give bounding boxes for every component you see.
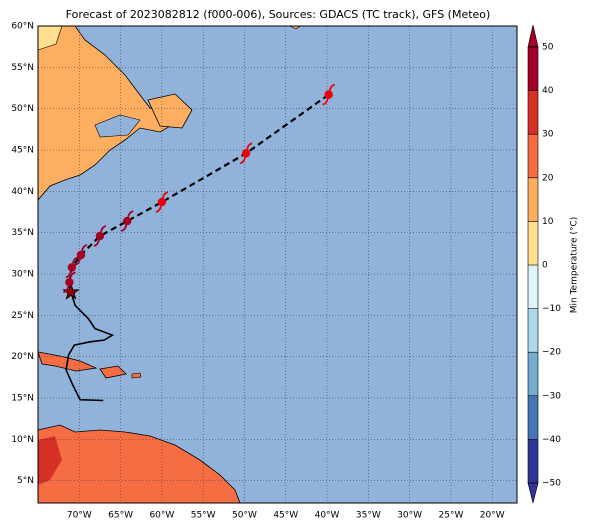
colorbar-band bbox=[528, 221, 538, 266]
storm-eye bbox=[76, 250, 86, 260]
colorbar-band bbox=[528, 47, 538, 91]
y-tick-label: 50°N bbox=[11, 104, 34, 114]
storm-symbol bbox=[322, 83, 335, 106]
storm-eye bbox=[67, 263, 77, 272]
colorbar-band bbox=[528, 265, 538, 309]
y-tick-label: 55°N bbox=[11, 63, 34, 73]
colorbar-band bbox=[528, 134, 538, 179]
storm-symbol bbox=[155, 191, 169, 213]
storm-eye bbox=[122, 216, 132, 226]
storm-eye bbox=[324, 90, 333, 99]
colorbar-band bbox=[528, 395, 538, 440]
map-frame bbox=[37, 25, 518, 504]
storm-arm bbox=[246, 142, 253, 150]
storm-symbol bbox=[63, 271, 76, 294]
colorbar-band bbox=[528, 352, 538, 397]
y-tick-label: 30°N bbox=[11, 270, 34, 280]
colorbar-tick-label: 20 bbox=[542, 173, 554, 183]
colorbar-extend-high bbox=[527, 24, 539, 48]
storm-arm bbox=[74, 258, 81, 266]
storm-arm bbox=[155, 205, 162, 213]
colorbar-tick-label: −10 bbox=[542, 304, 561, 314]
y-tick-label: 15°N bbox=[11, 394, 34, 404]
x-tick-label: 30°W bbox=[397, 511, 422, 521]
x-tick-label: 70°W bbox=[67, 511, 92, 521]
colorbar-band bbox=[528, 439, 538, 484]
storm-arm bbox=[120, 224, 128, 232]
map-area bbox=[37, 25, 517, 504]
colorbar-tick-label: 30 bbox=[542, 130, 554, 140]
colorbar-label: Min Temperature (°C) bbox=[570, 217, 580, 314]
colorbar-band bbox=[528, 177, 538, 222]
land-north-america bbox=[37, 25, 173, 202]
colorbar-band bbox=[528, 90, 538, 135]
y-tick-label: 40°N bbox=[11, 187, 34, 197]
x-tick-label: 65°W bbox=[108, 511, 133, 521]
colorbar-tick-label: 10 bbox=[542, 217, 554, 227]
x-tick-label: 45°W bbox=[273, 511, 298, 521]
map-title: Forecast of 2023082812 (f000-006), Sourc… bbox=[66, 8, 491, 21]
storm-arm bbox=[71, 256, 79, 264]
storm-arm bbox=[328, 83, 335, 91]
storm-symbol bbox=[239, 142, 253, 165]
colorbar: −50 −40 −30 −20 −10 0 10 20 30 40 50 bbox=[527, 24, 561, 504]
storm-eye bbox=[95, 231, 105, 241]
storm-eye bbox=[157, 197, 167, 207]
colorbar-band bbox=[528, 308, 538, 353]
land-warm-patch bbox=[38, 436, 62, 485]
storm-symbol bbox=[93, 225, 107, 247]
colorbar-tick-label: 50 bbox=[542, 43, 554, 53]
storm-position-star bbox=[62, 282, 80, 300]
colorbar-tick-label: 0 bbox=[542, 261, 548, 271]
land-newfoundland bbox=[147, 93, 193, 129]
colorbar-tick-label: −20 bbox=[542, 348, 561, 358]
y-tick-label: 45°N bbox=[11, 146, 34, 156]
x-tick-label: 35°W bbox=[356, 511, 381, 521]
storm-eye bbox=[65, 278, 74, 287]
x-tick-label: 40°W bbox=[315, 511, 340, 521]
storm-arm bbox=[239, 157, 246, 165]
storm-arm bbox=[65, 271, 72, 279]
storm-arm bbox=[63, 286, 70, 294]
storm-arm bbox=[100, 225, 107, 233]
x-tick-label: 50°W bbox=[232, 511, 257, 521]
colorbar-tick-label: 40 bbox=[542, 86, 554, 96]
storm-arm bbox=[161, 191, 169, 199]
x-tick-label: 60°W bbox=[149, 511, 174, 521]
x-tick-label: 20°W bbox=[480, 511, 505, 521]
land-hispaniola bbox=[99, 365, 127, 379]
land-puerto-rico bbox=[131, 372, 142, 379]
storm-symbol bbox=[74, 244, 88, 266]
storm-arm bbox=[322, 98, 329, 106]
past-track bbox=[65, 291, 115, 402]
storm-arm bbox=[93, 239, 100, 247]
y-tick-label: 25°N bbox=[11, 311, 34, 321]
storm-arm bbox=[69, 271, 76, 279]
storm-eye bbox=[241, 149, 251, 158]
gulf-water bbox=[94, 114, 141, 138]
y-tick-label: 60°N bbox=[11, 22, 34, 32]
storm-arm bbox=[127, 210, 134, 218]
y-tick-label: 5°N bbox=[17, 476, 34, 486]
colorbar-tick-label: −30 bbox=[542, 391, 561, 401]
x-tick-label: 55°W bbox=[191, 511, 216, 521]
colorbar-tick-label: −50 bbox=[542, 479, 561, 489]
y-tick-label: 20°N bbox=[11, 352, 34, 362]
storm-symbol bbox=[65, 256, 79, 279]
y-tick-label: 10°N bbox=[11, 435, 34, 445]
y-tick-label: 35°N bbox=[11, 228, 34, 238]
storm-symbol bbox=[120, 210, 134, 232]
x-tick-label: 25°W bbox=[439, 511, 464, 521]
colorbar-tick-label: −40 bbox=[542, 435, 561, 445]
storm-arm bbox=[81, 244, 88, 252]
colorbar-extend-low bbox=[527, 482, 539, 504]
